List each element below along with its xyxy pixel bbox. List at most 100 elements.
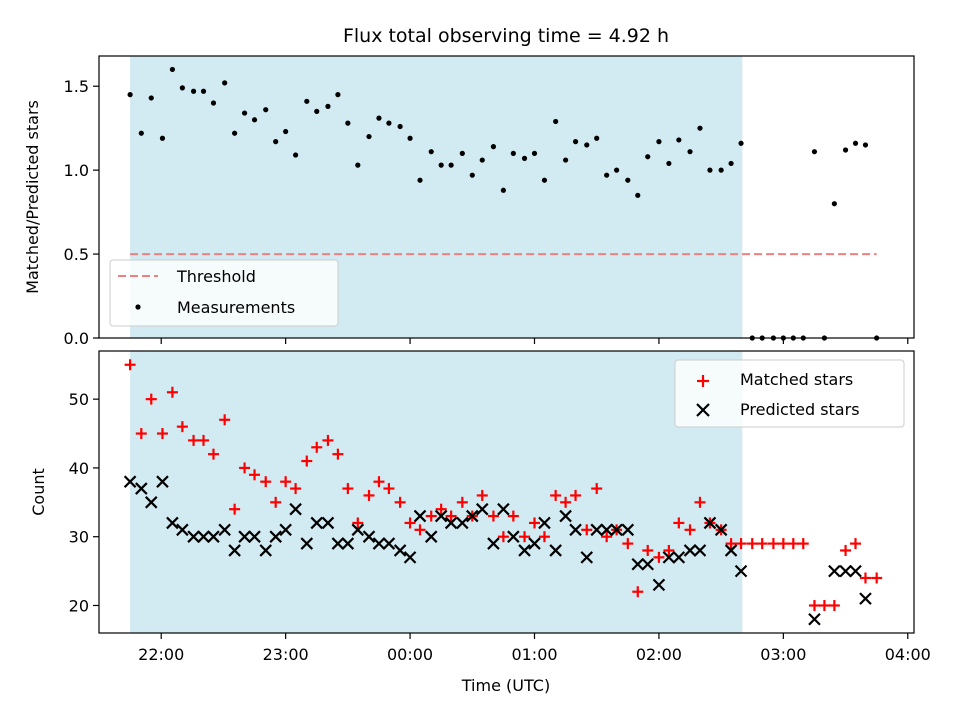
measurement-point — [232, 130, 238, 136]
measurement-point — [325, 103, 331, 109]
legend-predicted-label: Predicted stars — [740, 400, 860, 419]
matched-star-point — [207, 448, 219, 460]
measurement-point — [355, 162, 361, 168]
predicted-star-point — [207, 530, 220, 543]
predicted-star-point — [652, 578, 666, 592]
measurement-point — [635, 192, 641, 198]
matched-star-point — [767, 538, 779, 550]
predicted-star-point — [580, 551, 594, 564]
measurement-point — [210, 100, 217, 106]
predicted-star-point — [662, 551, 676, 564]
measurement-point — [553, 118, 559, 125]
matched-star-point — [632, 586, 644, 598]
count-panel: 20 30 40 50 22:00 23:00 00:00 01:00 02:00 03:00 04… — [29, 350, 931, 695]
measurement-point — [345, 120, 351, 126]
measurement-point — [831, 201, 837, 207]
measurement-point — [376, 115, 382, 121]
matched-star-point — [746, 538, 758, 550]
matched-star-point — [663, 544, 675, 556]
count-x-tick-label: 00:00 — [387, 645, 433, 664]
legend-measurements-swatch — [135, 304, 141, 310]
predicted-star-point — [289, 502, 302, 516]
predicted-star-point — [382, 537, 396, 550]
measurement-point — [304, 98, 310, 104]
matched-star-point — [570, 489, 582, 501]
measurement-point — [169, 66, 176, 73]
measurement-point — [200, 88, 207, 94]
matched-star-point — [777, 538, 789, 550]
predicted-star-point — [641, 557, 655, 571]
predicted-star-point — [135, 482, 148, 495]
measurement-point — [718, 167, 724, 173]
matched-star-point — [797, 538, 809, 550]
predicted-star-point — [859, 592, 872, 605]
ratio-panel-axes: 0.0 0.5 1.0 1.5 — [64, 55, 915, 348]
predicted-star-point — [434, 509, 448, 523]
matched-star-point — [642, 544, 654, 556]
measurement-point — [335, 92, 341, 98]
ratio-panel: Flux total observing time = 4.92 h 0.00.… — [23, 25, 915, 348]
matched-star-point — [270, 496, 282, 508]
predicted-star-point — [228, 544, 241, 557]
predicted-star-point — [197, 530, 210, 543]
predicted-star-point — [248, 530, 261, 543]
matched-star-point — [859, 572, 871, 584]
measurement-point — [510, 150, 516, 156]
measurement-point — [614, 167, 620, 173]
count-legend: Matched stars Predicted stars — [674, 359, 905, 428]
predicted-star-point — [714, 523, 728, 537]
ratio-frame — [98, 55, 915, 339]
measurement-point — [656, 139, 662, 145]
measurement-point — [190, 88, 197, 94]
matched-star-point — [591, 483, 603, 495]
predicted-star-point — [259, 544, 273, 557]
predicted-star-point — [672, 551, 686, 564]
predicted-star-point — [466, 509, 479, 523]
matched-star-point — [301, 455, 313, 467]
ratio-legend: Threshold Measurements — [109, 259, 339, 327]
predicted-star-point — [590, 523, 603, 537]
measurement-point — [314, 108, 320, 114]
legend-threshold-label: Threshold — [176, 267, 256, 286]
matched-star-point — [787, 538, 799, 550]
measurement-point — [179, 85, 185, 91]
ratio-y-tick-label: 0.5 — [64, 245, 89, 264]
predicted-star-point — [631, 557, 645, 571]
count-x-tick-label: 02:00 — [636, 645, 682, 664]
legend-measurements-label: Measurements — [177, 298, 295, 317]
matched-star-point — [363, 489, 375, 501]
matched-star-point — [290, 483, 302, 495]
predicted-star-point — [176, 523, 189, 537]
measurement-point — [738, 140, 744, 146]
legend-matched-swatch — [697, 375, 709, 387]
measurement-point — [428, 149, 434, 155]
matched-star-point — [124, 359, 136, 371]
measurement-point — [283, 128, 289, 135]
matched-star-point — [229, 503, 241, 515]
matched-star-point — [684, 524, 696, 536]
predicted-star-point — [269, 530, 282, 543]
predicted-star-point — [569, 523, 582, 537]
matched-star-point — [394, 496, 406, 508]
matched-star-point — [239, 462, 251, 474]
predicted-star-point — [549, 544, 562, 557]
predicted-star-point — [321, 516, 335, 530]
predicted-star-point — [187, 530, 200, 543]
predicted-star-point — [507, 530, 520, 543]
measurement-point — [273, 139, 279, 145]
measurement-point — [676, 137, 682, 143]
measurement-point — [366, 133, 372, 140]
matched-star-point — [342, 483, 354, 495]
matched-star-point — [622, 538, 634, 550]
matched-star-point — [735, 538, 747, 550]
measurement-point — [687, 149, 693, 155]
matched-star-point — [850, 538, 862, 550]
matched-star-point — [414, 524, 426, 536]
matched-star-point — [145, 393, 157, 405]
predicted-star-point — [828, 564, 841, 578]
measurement-point — [697, 125, 703, 131]
chart-title: Flux total observing time = 4.92 h — [343, 25, 669, 47]
predicted-star-point — [839, 564, 852, 578]
predicted-star-point — [849, 564, 862, 578]
predicted-star-point — [559, 509, 572, 523]
